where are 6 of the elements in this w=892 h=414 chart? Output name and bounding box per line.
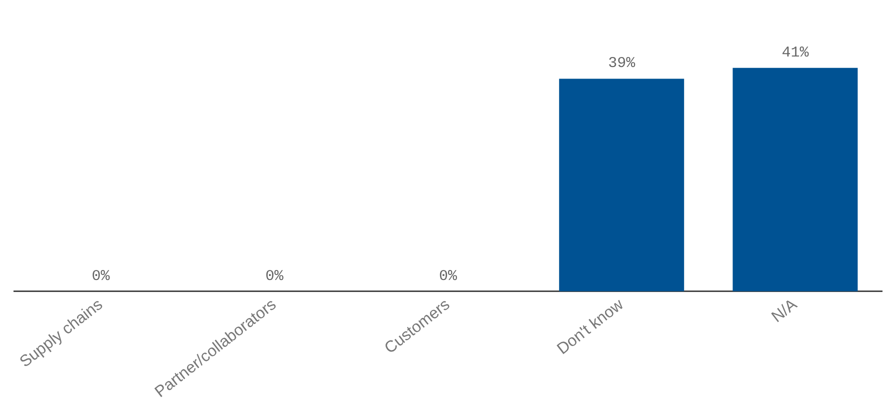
x-tick-label: N/A [768, 296, 801, 326]
data-label: 0% [438, 268, 458, 285]
data-label: 39% [608, 55, 636, 72]
data-label: 41% [782, 44, 810, 62]
data-label: 0% [265, 268, 284, 285]
data-label: 0% [92, 268, 111, 285]
